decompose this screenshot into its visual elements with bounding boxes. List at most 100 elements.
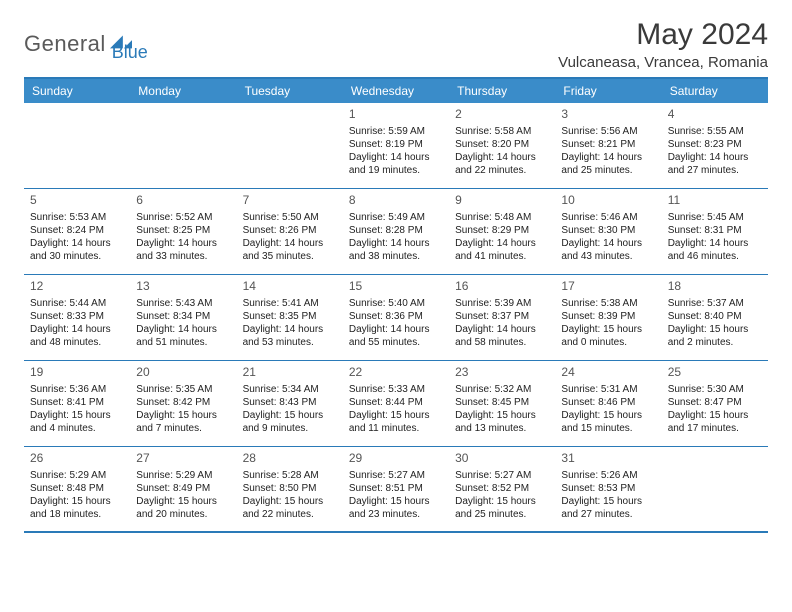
dow-header: Sunday	[24, 79, 130, 103]
sunset-text: Sunset: 8:41 PM	[30, 396, 126, 409]
sunrise-text: Sunrise: 5:28 AM	[243, 469, 339, 482]
sunset-text: Sunset: 8:45 PM	[455, 396, 551, 409]
sunrise-text: Sunrise: 5:27 AM	[349, 469, 445, 482]
daylight-text: Daylight: 15 hours and 27 minutes.	[561, 495, 657, 521]
week-row: 26Sunrise: 5:29 AMSunset: 8:48 PMDayligh…	[24, 447, 768, 533]
daylight-text: Daylight: 14 hours and 48 minutes.	[30, 323, 126, 349]
day-cell: 2Sunrise: 5:58 AMSunset: 8:20 PMDaylight…	[449, 103, 555, 188]
daylight-text: Daylight: 14 hours and 46 minutes.	[668, 237, 764, 263]
sunset-text: Sunset: 8:35 PM	[243, 310, 339, 323]
day-cell: 27Sunrise: 5:29 AMSunset: 8:49 PMDayligh…	[130, 447, 236, 531]
day-cell: 14Sunrise: 5:41 AMSunset: 8:35 PMDayligh…	[237, 275, 343, 360]
sunrise-text: Sunrise: 5:55 AM	[668, 125, 764, 138]
day-cell: 12 Sunrise: 5:44 AMSunset: 8:33 PMDayligh…	[24, 275, 130, 360]
sunrise-text: Sunrise: 5:52 AM	[136, 211, 232, 224]
sunrise-text: Sunrise: 5:50 AM	[243, 211, 339, 224]
day-number: 18	[668, 279, 764, 295]
sunrise-text: Sunrise: 5:46 AM	[561, 211, 657, 224]
day-cell: 13Sunrise: 5:43 AMSunset: 8:34 PMDayligh…	[130, 275, 236, 360]
sunset-text: Sunset: 8:40 PM	[668, 310, 764, 323]
day-number: 12	[30, 279, 126, 295]
sunset-text: Sunset: 8:50 PM	[243, 482, 339, 495]
daylight-text: Daylight: 15 hours and 17 minutes.	[668, 409, 764, 435]
sunrise-text: Sunrise: 5:38 AM	[561, 297, 657, 310]
daylight-text: Daylight: 14 hours and 55 minutes.	[349, 323, 445, 349]
week-row: 19Sunrise: 5:36 AMSunset: 8:41 PMDayligh…	[24, 361, 768, 447]
day-number: 23	[455, 365, 551, 381]
daylight-text: Daylight: 15 hours and 4 minutes.	[30, 409, 126, 435]
sunset-text: Sunset: 8:20 PM	[455, 138, 551, 151]
dow-header: Tuesday	[237, 79, 343, 103]
sunrise-text: Sunrise: 5:48 AM	[455, 211, 551, 224]
sunrise-text: Sunrise: 5:36 AM	[30, 383, 126, 396]
sunrise-text: Sunrise: 5:32 AM	[455, 383, 551, 396]
empty-cell	[24, 103, 130, 188]
sunset-text: Sunset: 8:21 PM	[561, 138, 657, 151]
daylight-text: Daylight: 15 hours and 18 minutes.	[30, 495, 126, 521]
sunrise-text: Sunrise: 5:49 AM	[349, 211, 445, 224]
day-cell: 30Sunrise: 5:27 AMSunset: 8:52 PMDayligh…	[449, 447, 555, 531]
day-cell: 10Sunrise: 5:46 AMSunset: 8:30 PMDayligh…	[555, 189, 661, 274]
sunrise-text: Sunrise: 5:35 AM	[136, 383, 232, 396]
day-cell: 17Sunrise: 5:38 AMSunset: 8:39 PMDayligh…	[555, 275, 661, 360]
day-cell: 15Sunrise: 5:40 AMSunset: 8:36 PMDayligh…	[343, 275, 449, 360]
daylight-text: Daylight: 15 hours and 0 minutes.	[561, 323, 657, 349]
day-cell: 25Sunrise: 5:30 AMSunset: 8:47 PMDayligh…	[662, 361, 768, 446]
sunrise-text: Sunrise: 5:44 AM	[30, 297, 126, 310]
day-cell: 21Sunrise: 5:34 AMSunset: 8:43 PMDayligh…	[237, 361, 343, 446]
sunset-text: Sunset: 8:34 PM	[136, 310, 232, 323]
dow-header: Monday	[130, 79, 236, 103]
sunrise-text: Sunrise: 5:45 AM	[668, 211, 764, 224]
daylight-text: Daylight: 14 hours and 38 minutes.	[349, 237, 445, 263]
empty-cell	[662, 447, 768, 531]
sunset-text: Sunset: 8:23 PM	[668, 138, 764, 151]
logo: General Blue	[24, 24, 148, 63]
day-number: 22	[349, 365, 445, 381]
day-number: 2	[455, 107, 551, 123]
sunset-text: Sunset: 8:33 PM	[30, 310, 126, 323]
day-number: 14	[243, 279, 339, 295]
daylight-text: Daylight: 15 hours and 13 minutes.	[455, 409, 551, 435]
day-cell: 5Sunrise: 5:53 AMSunset: 8:24 PMDaylight…	[24, 189, 130, 274]
day-number: 11	[668, 193, 764, 209]
sunset-text: Sunset: 8:44 PM	[349, 396, 445, 409]
day-number: 16	[455, 279, 551, 295]
sunrise-text: Sunrise: 5:30 AM	[668, 383, 764, 396]
sunset-text: Sunset: 8:37 PM	[455, 310, 551, 323]
sunset-text: Sunset: 8:30 PM	[561, 224, 657, 237]
empty-cell	[237, 103, 343, 188]
dow-header: Thursday	[449, 79, 555, 103]
dow-header: Saturday	[662, 79, 768, 103]
day-cell: 11Sunrise: 5:45 AMSunset: 8:31 PMDayligh…	[662, 189, 768, 274]
sunset-text: Sunset: 8:47 PM	[668, 396, 764, 409]
sunset-text: Sunset: 8:25 PM	[136, 224, 232, 237]
sunrise-text: Sunrise: 5:29 AM	[136, 469, 232, 482]
daylight-text: Daylight: 15 hours and 25 minutes.	[455, 495, 551, 521]
sunset-text: Sunset: 8:53 PM	[561, 482, 657, 495]
daylight-text: Daylight: 14 hours and 43 minutes.	[561, 237, 657, 263]
sunset-text: Sunset: 8:43 PM	[243, 396, 339, 409]
sunset-text: Sunset: 8:48 PM	[30, 482, 126, 495]
day-number: 4	[668, 107, 764, 123]
week-row: 5Sunrise: 5:53 AMSunset: 8:24 PMDaylight…	[24, 189, 768, 275]
day-cell: 9Sunrise: 5:48 AMSunset: 8:29 PMDaylight…	[449, 189, 555, 274]
sunrise-text: Sunrise: 5:58 AM	[455, 125, 551, 138]
sunrise-text: Sunrise: 5:43 AM	[136, 297, 232, 310]
day-number: 31	[561, 451, 657, 467]
day-number: 20	[136, 365, 232, 381]
day-cell: 4Sunrise: 5:55 AMSunset: 8:23 PMDaylight…	[662, 103, 768, 188]
day-number: 26	[30, 451, 126, 467]
day-number: 15	[349, 279, 445, 295]
sunrise-text: Sunrise: 5:37 AM	[668, 297, 764, 310]
dow-header: Wednesday	[343, 79, 449, 103]
sunrise-text: Sunrise: 5:26 AM	[561, 469, 657, 482]
day-number: 7	[243, 193, 339, 209]
daylight-text: Daylight: 15 hours and 23 minutes.	[349, 495, 445, 521]
day-number: 30	[455, 451, 551, 467]
sunset-text: Sunset: 8:29 PM	[455, 224, 551, 237]
daylight-text: Daylight: 15 hours and 2 minutes.	[668, 323, 764, 349]
sunset-text: Sunset: 8:28 PM	[349, 224, 445, 237]
sunset-text: Sunset: 8:26 PM	[243, 224, 339, 237]
day-cell: 8Sunrise: 5:49 AMSunset: 8:28 PMDaylight…	[343, 189, 449, 274]
day-number: 21	[243, 365, 339, 381]
